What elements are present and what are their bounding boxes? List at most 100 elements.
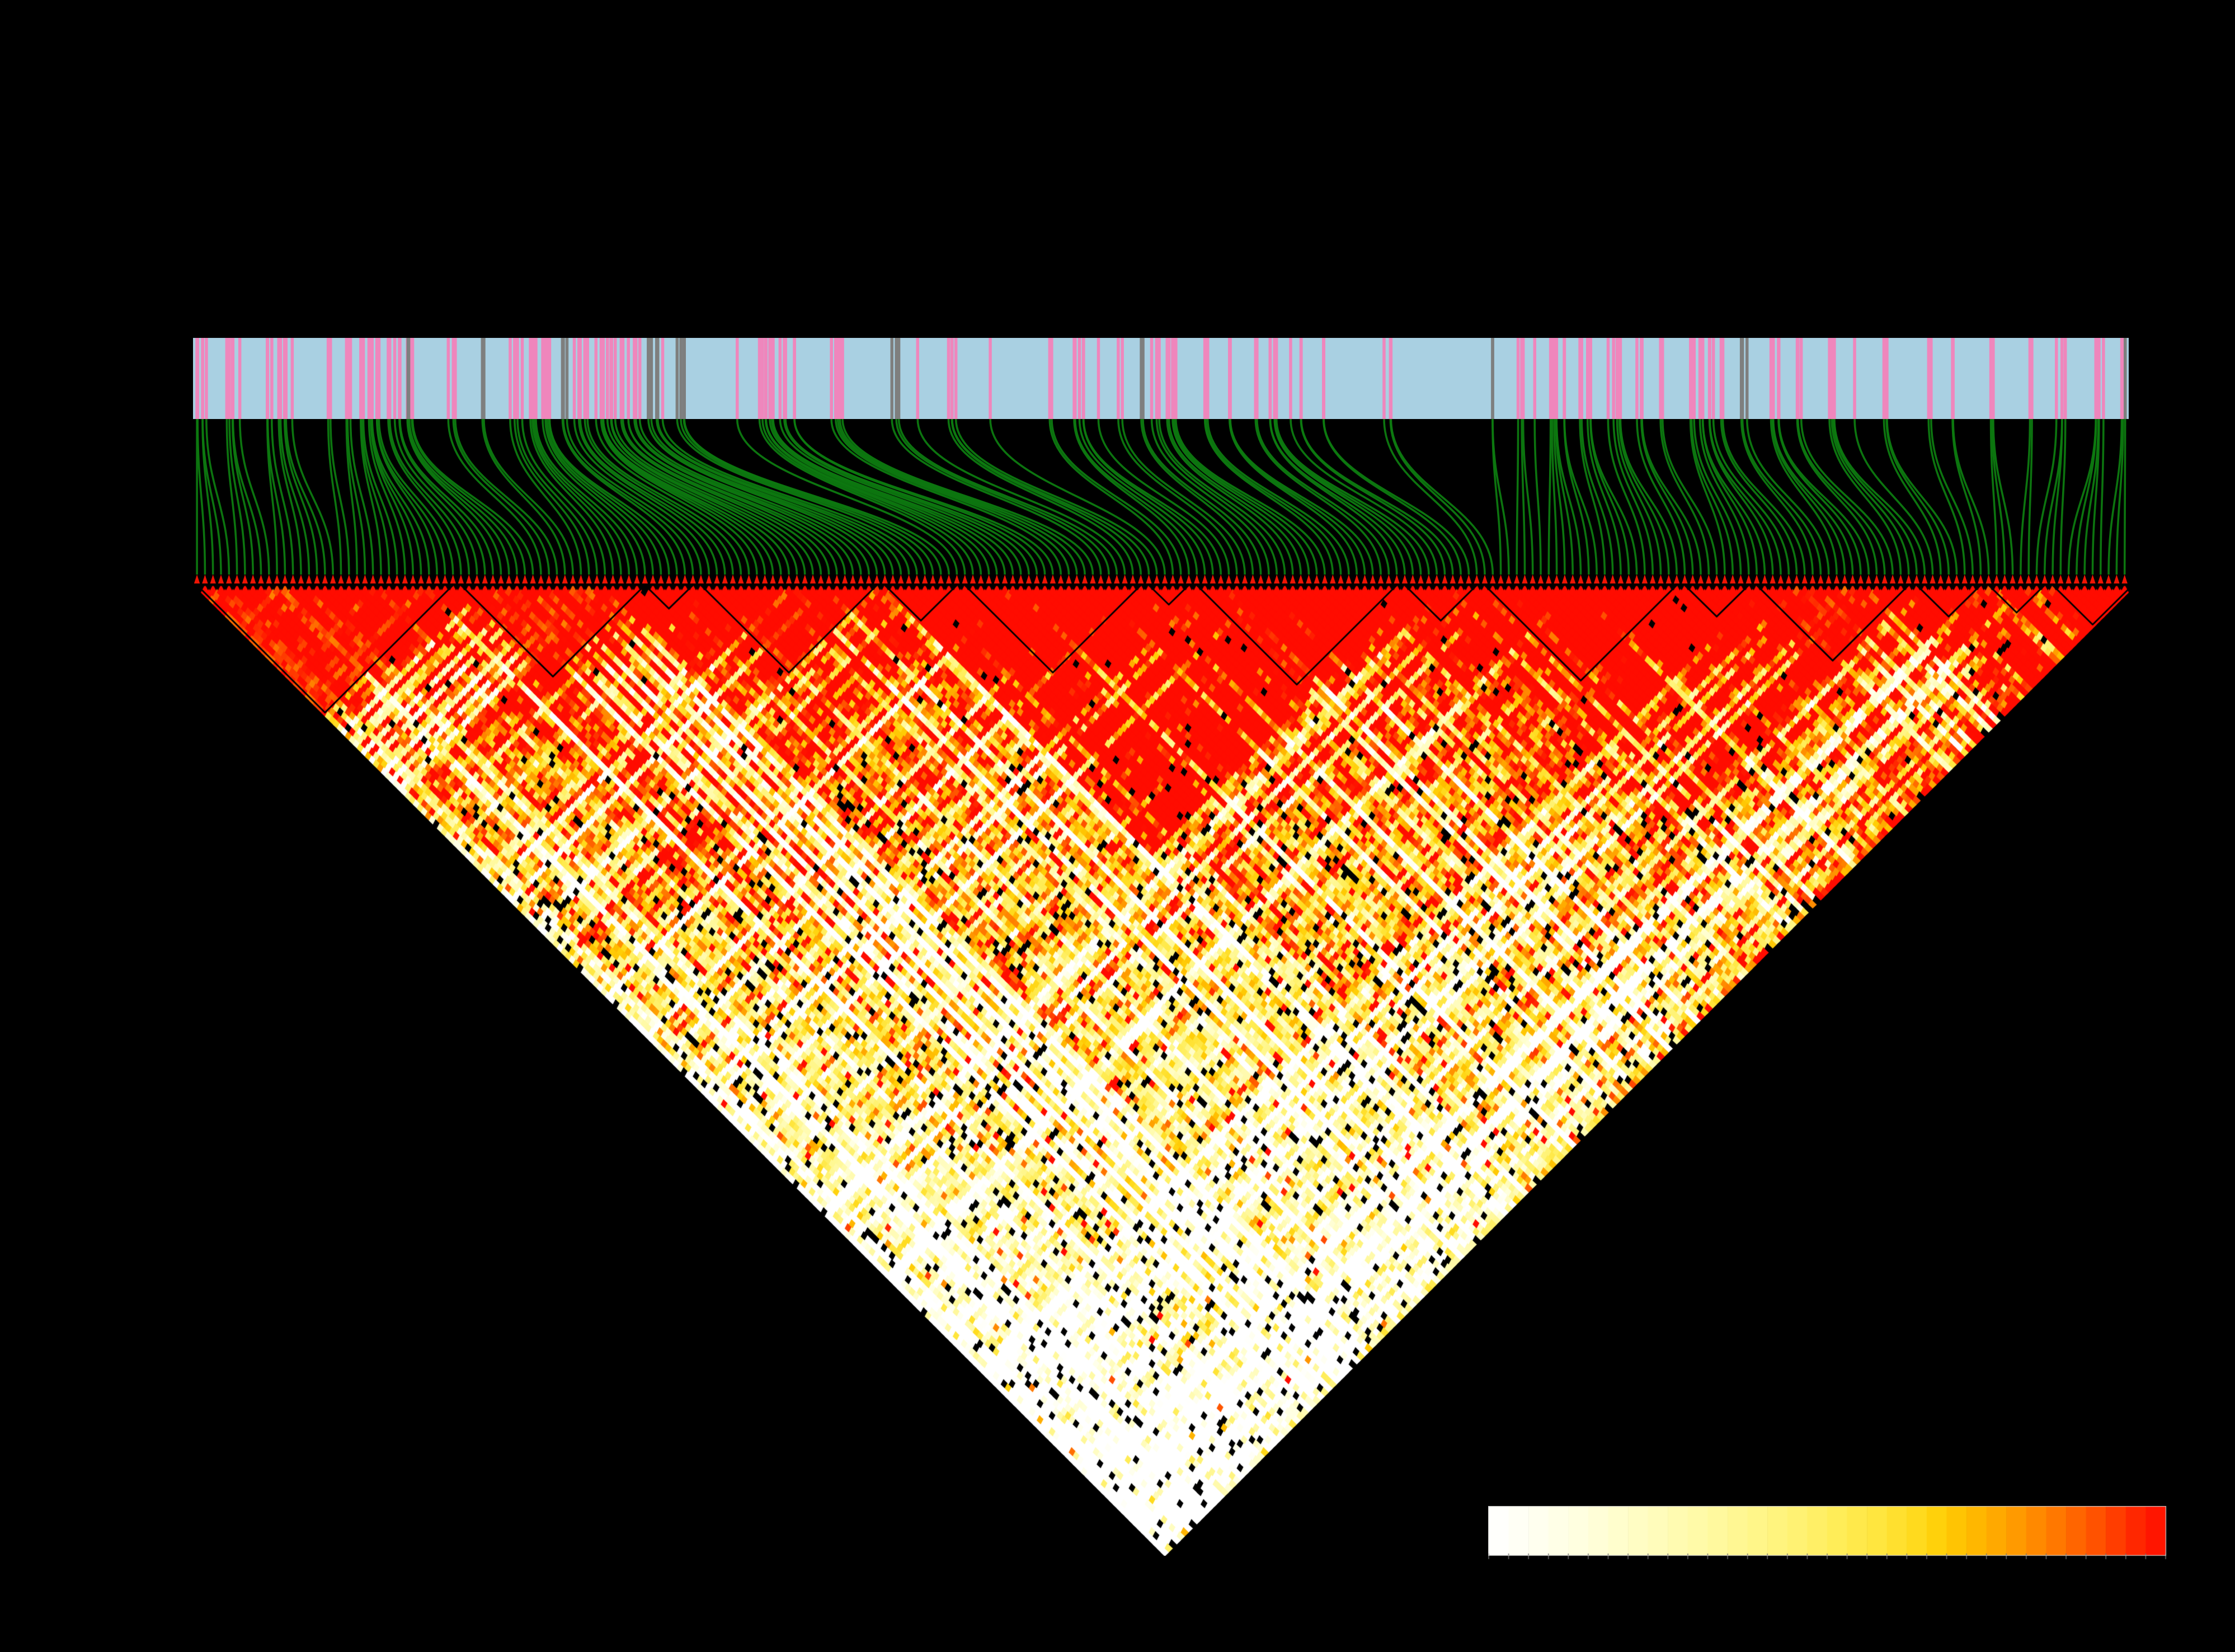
snp-arrowhead	[762, 575, 768, 583]
snp-arrowhead	[1122, 575, 1128, 583]
snp-arrowhead	[890, 575, 896, 583]
connector-line	[1641, 418, 1702, 575]
snp-arrowhead	[1777, 575, 1784, 583]
snp-arrowhead	[562, 575, 568, 583]
snp-arrowhead	[962, 575, 968, 583]
snp-arrowhead	[1105, 575, 1112, 583]
snp-tick	[534, 338, 538, 419]
connector-line	[793, 418, 1054, 575]
connector-line	[1140, 418, 1254, 575]
snp-arrowhead	[1881, 575, 1888, 583]
snp-arrowhead	[1721, 575, 1728, 583]
snp-tick	[361, 338, 365, 419]
snp-arrowhead	[1377, 575, 1384, 583]
connector-line	[2115, 418, 2124, 575]
snp-arrowhead	[826, 575, 832, 583]
snp-arrowhead	[290, 575, 296, 583]
connector-line	[1712, 418, 1790, 575]
connector-line	[360, 418, 382, 575]
snp-tick	[541, 338, 544, 419]
snp-tick	[454, 338, 457, 419]
snp-arrowhead	[1682, 575, 1688, 583]
connector-line	[897, 418, 1118, 575]
snp-tick	[1268, 338, 1272, 419]
connector-line	[1074, 418, 1198, 575]
connector-line	[1547, 418, 1552, 575]
snp-arrowhead	[2034, 575, 2040, 583]
connector-line	[531, 418, 622, 575]
snp-arrowhead	[410, 575, 416, 583]
snp-tick	[387, 338, 390, 419]
connector-line	[387, 418, 462, 575]
connector-line	[761, 418, 974, 575]
connector-line	[1927, 418, 1966, 575]
connector-line	[345, 418, 358, 575]
connector-line	[1389, 418, 1486, 575]
snp-tick	[1552, 338, 1556, 419]
connector-line	[1274, 418, 1422, 575]
snp-tick	[1796, 338, 1800, 419]
snp-tick	[1155, 338, 1159, 419]
connector-line	[1991, 418, 2006, 575]
snp-arrowhead	[1450, 575, 1456, 583]
snp-tick	[761, 338, 764, 419]
snp-tick	[1698, 338, 1702, 419]
snp-tick	[1117, 338, 1120, 419]
snp-arrowhead	[1946, 575, 1952, 583]
connector-line	[483, 418, 574, 575]
snp-arrowhead	[1265, 575, 1272, 583]
connector-line	[1796, 418, 1886, 575]
snp-tick	[2055, 338, 2058, 419]
connector-line	[349, 418, 374, 575]
snp-tick-gray	[1491, 338, 1494, 419]
snp-arrowhead	[202, 575, 208, 583]
snp-arrowhead	[1706, 575, 1712, 583]
snp-arrowhead	[1034, 575, 1040, 583]
snp-arrowhead	[898, 575, 904, 583]
connector-line	[650, 418, 894, 575]
snp-arrowhead	[1866, 575, 1872, 583]
connector-line	[954, 418, 1158, 575]
connector-line	[2027, 418, 2033, 575]
snp-arrowhead	[1770, 575, 1776, 583]
snp-arrowhead	[1306, 575, 1312, 583]
snp-arrowhead	[1161, 575, 1168, 583]
snp-tick	[1174, 338, 1178, 419]
snp-arrowhead	[1090, 575, 1096, 583]
connector-line	[371, 418, 430, 575]
snp-tick	[606, 338, 609, 419]
connector-line	[1698, 418, 1750, 575]
connector-line	[1078, 418, 1206, 575]
connector-line	[1300, 418, 1454, 575]
connector-line	[1616, 418, 1662, 575]
snp-arrowhead	[1074, 575, 1080, 583]
snp-tick-gray	[1141, 338, 1145, 419]
snp-tick-gray	[562, 338, 565, 419]
snp-arrowhead	[778, 575, 784, 583]
snp-arrowhead	[698, 575, 704, 583]
connector-line	[1832, 418, 1918, 575]
snp-tick	[1589, 338, 1592, 419]
snp-tick	[1882, 338, 1886, 419]
snp-arrowhead	[490, 575, 496, 583]
connector-line	[783, 418, 1030, 575]
snp-tick	[1255, 338, 1259, 419]
connector-line	[661, 418, 918, 575]
snp-tick	[1322, 338, 1325, 419]
snp-tick-gray	[407, 338, 411, 419]
snp-arrowhead	[1241, 575, 1248, 583]
snp-tick	[627, 338, 630, 419]
snp-arrowhead	[1801, 575, 1808, 583]
snp-arrowhead	[906, 575, 912, 583]
snp-arrowhead	[258, 575, 264, 583]
snp-tick	[370, 338, 374, 419]
snp-arrowhead	[594, 575, 600, 583]
snp-tick	[572, 338, 576, 419]
snp-arrowhead	[1418, 575, 1424, 583]
snp-arrowhead	[242, 575, 248, 583]
snp-tick	[634, 338, 638, 419]
snp-tick	[545, 338, 549, 419]
snp-tick	[1580, 338, 1583, 419]
connector-line	[758, 418, 966, 575]
snp-arrowhead	[1913, 575, 1920, 583]
